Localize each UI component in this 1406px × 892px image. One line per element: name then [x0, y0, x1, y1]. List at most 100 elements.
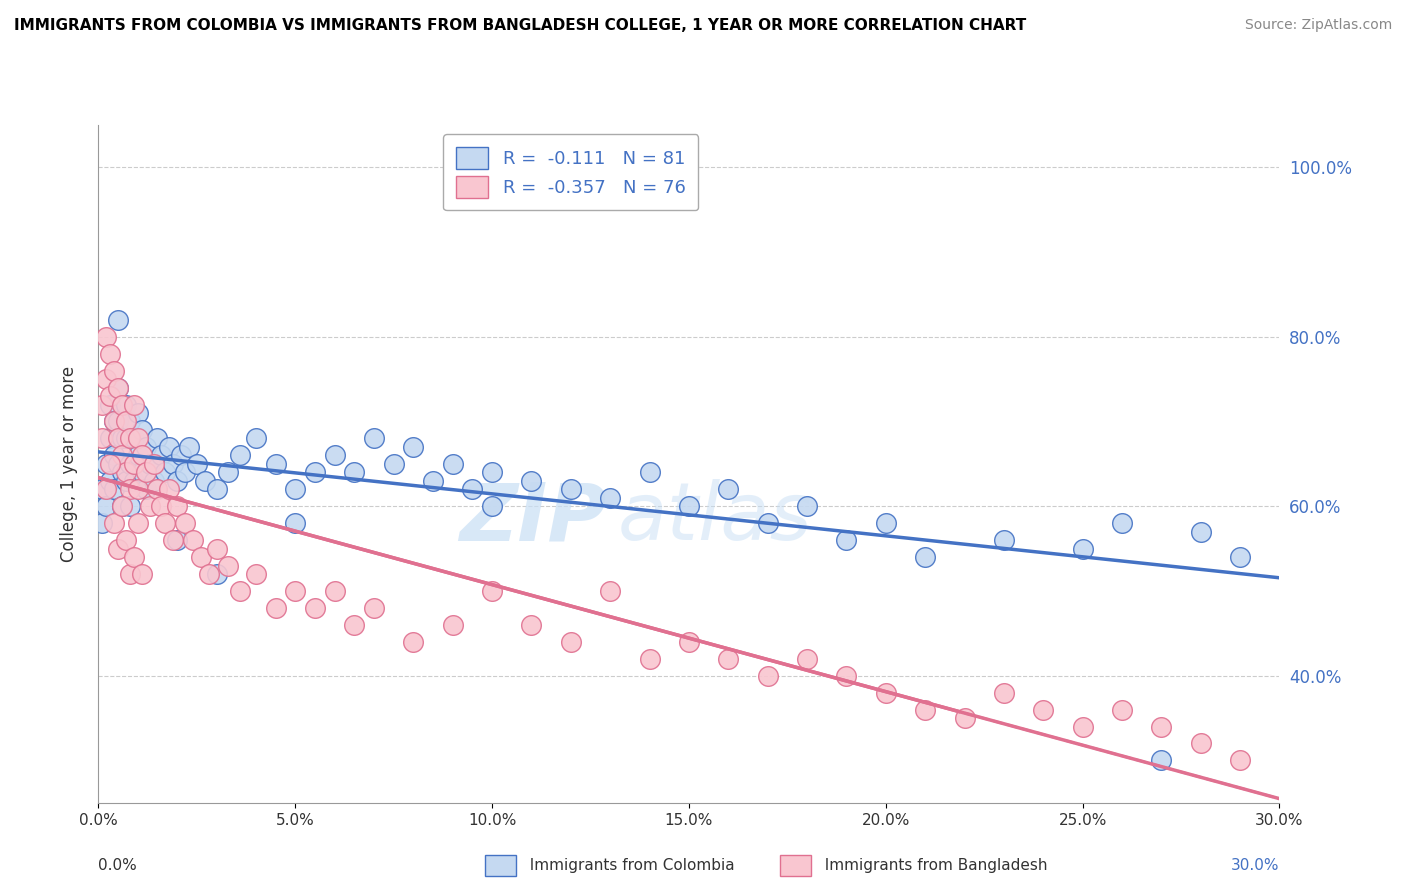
- Point: [170, 448, 193, 462]
- Point: [96, 483, 118, 497]
- Point: [162, 457, 184, 471]
- Point: [481, 500, 503, 514]
- Point: [115, 533, 138, 547]
- Point: [111, 398, 134, 412]
- Point: [284, 584, 307, 599]
- Point: [131, 466, 153, 480]
- Point: [118, 567, 141, 582]
- Point: [481, 466, 503, 480]
- Point: [107, 381, 129, 395]
- Point: [96, 330, 118, 344]
- Point: [304, 601, 326, 615]
- Point: [835, 533, 858, 547]
- Point: [756, 669, 779, 683]
- Point: [205, 483, 228, 497]
- Point: [190, 549, 212, 565]
- Point: [98, 389, 121, 403]
- Point: [174, 516, 197, 530]
- Point: [1071, 719, 1094, 733]
- Point: [217, 558, 239, 573]
- Point: [118, 432, 141, 446]
- Point: [111, 448, 134, 462]
- Point: [422, 474, 444, 488]
- Point: [343, 617, 366, 632]
- Point: [194, 474, 217, 488]
- Point: [98, 347, 121, 361]
- Point: [481, 584, 503, 599]
- Point: [217, 466, 239, 480]
- Point: [127, 448, 149, 462]
- Point: [914, 703, 936, 717]
- Point: [174, 466, 197, 480]
- Point: [1229, 549, 1251, 565]
- Point: [638, 652, 661, 666]
- Point: [135, 483, 157, 497]
- Point: [520, 474, 543, 488]
- Point: [150, 448, 173, 462]
- Point: [402, 440, 425, 454]
- Point: [441, 617, 464, 632]
- Point: [118, 483, 141, 497]
- Point: [599, 491, 621, 505]
- Text: IMMIGRANTS FROM COLOMBIA VS IMMIGRANTS FROM BANGLADESH COLLEGE, 1 YEAR OR MORE C: IMMIGRANTS FROM COLOMBIA VS IMMIGRANTS F…: [14, 18, 1026, 33]
- Point: [115, 432, 138, 446]
- Point: [993, 686, 1015, 700]
- Point: [343, 466, 366, 480]
- Point: [146, 483, 169, 497]
- Point: [382, 457, 405, 471]
- Point: [993, 533, 1015, 547]
- Point: [323, 448, 346, 462]
- Point: [166, 474, 188, 488]
- Point: [638, 466, 661, 480]
- Point: [284, 516, 307, 530]
- Point: [91, 432, 114, 446]
- Point: [796, 500, 818, 514]
- Point: [205, 567, 228, 582]
- Point: [166, 500, 188, 514]
- Point: [91, 398, 114, 412]
- Point: [756, 516, 779, 530]
- Point: [103, 364, 125, 378]
- Point: [122, 398, 145, 412]
- Text: Immigrants from Bangladesh: Immigrants from Bangladesh: [815, 858, 1047, 872]
- Text: ZIP: ZIP: [458, 479, 606, 558]
- Point: [914, 549, 936, 565]
- Point: [1150, 719, 1173, 733]
- Point: [107, 432, 129, 446]
- Point: [1150, 753, 1173, 767]
- Point: [138, 457, 160, 471]
- Point: [127, 483, 149, 497]
- Point: [402, 635, 425, 649]
- Point: [229, 448, 252, 462]
- Point: [131, 448, 153, 462]
- Point: [96, 372, 118, 386]
- Point: [98, 457, 121, 471]
- Point: [135, 440, 157, 454]
- Point: [122, 457, 145, 471]
- Point: [1189, 737, 1212, 751]
- Point: [115, 466, 138, 480]
- Point: [127, 432, 149, 446]
- Point: [363, 432, 385, 446]
- Point: [717, 483, 740, 497]
- Point: [678, 635, 700, 649]
- Point: [245, 567, 267, 582]
- Point: [142, 474, 165, 488]
- Point: [142, 457, 165, 471]
- Point: [264, 457, 287, 471]
- Point: [131, 567, 153, 582]
- Point: [146, 432, 169, 446]
- Point: [1071, 541, 1094, 556]
- Point: [304, 466, 326, 480]
- Point: [157, 440, 180, 454]
- Text: 0.0%: 0.0%: [98, 858, 138, 872]
- Point: [138, 500, 160, 514]
- Point: [520, 617, 543, 632]
- Text: Source: ZipAtlas.com: Source: ZipAtlas.com: [1244, 18, 1392, 32]
- Point: [103, 415, 125, 429]
- Point: [107, 381, 129, 395]
- Point: [1229, 753, 1251, 767]
- Point: [875, 516, 897, 530]
- Point: [323, 584, 346, 599]
- Point: [91, 516, 114, 530]
